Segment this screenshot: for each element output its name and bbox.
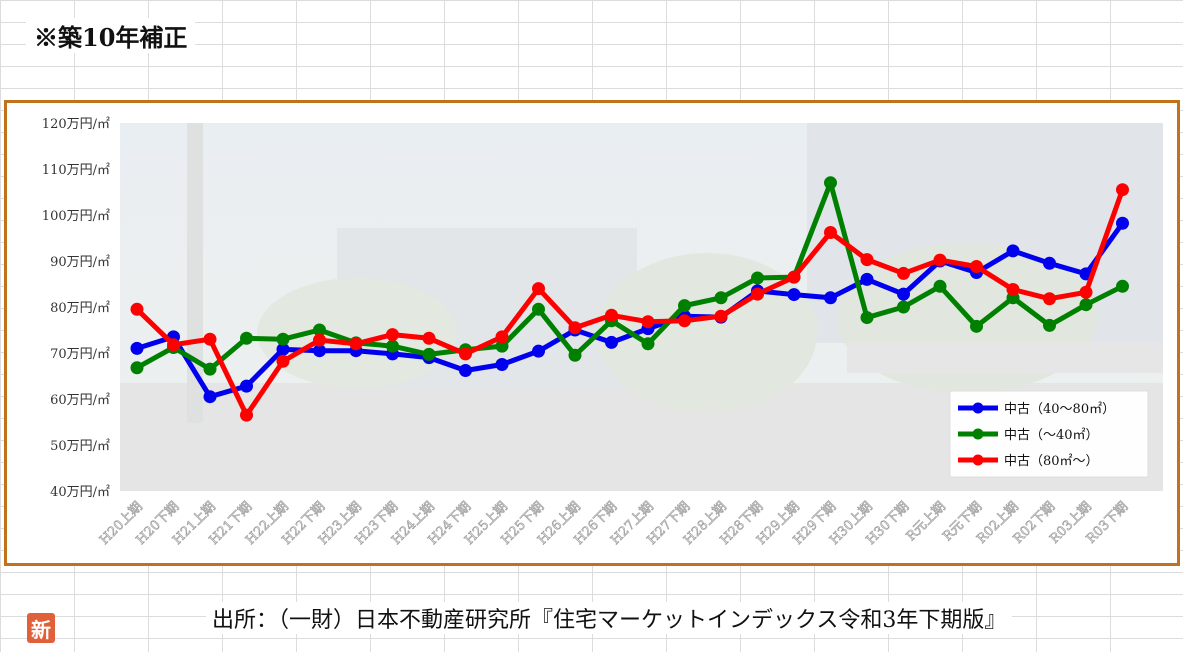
chart-frame: 40万円/㎡ 50万円/㎡ 60万円/㎡ 70万円/㎡ 80万円/㎡ 90万円/㎡ 100万… xyxy=(4,100,1180,643)
series-2 xyxy=(130,183,1129,422)
data-point xyxy=(933,253,947,267)
data-point xyxy=(459,347,472,361)
legend-label: 中古（～40㎡） xyxy=(1004,428,1099,443)
data-point xyxy=(714,309,728,323)
y-tick-label: 60万円/㎡ xyxy=(50,393,110,408)
legend-swatch-marker xyxy=(972,428,984,440)
data-point xyxy=(130,302,144,316)
note-title: ※築10年補正 xyxy=(26,18,196,53)
data-point xyxy=(897,287,910,301)
data-point xyxy=(276,354,290,368)
y-tick-label: 110万円/㎡ xyxy=(42,163,110,178)
y-tick-label: 90万円/㎡ xyxy=(50,255,110,270)
y-tick-label: 80万円/㎡ xyxy=(50,301,110,316)
y-tick-label: 40万円/㎡ xyxy=(50,485,110,500)
data-point xyxy=(532,282,545,296)
legend-label: 中古（80㎡～） xyxy=(1004,454,1099,469)
y-tick-label: 120万円/㎡ xyxy=(42,117,110,132)
data-point xyxy=(532,344,545,358)
data-point xyxy=(203,332,217,346)
data-point xyxy=(495,358,509,371)
data-point xyxy=(678,314,691,328)
data-point xyxy=(605,308,618,322)
data-point xyxy=(276,342,290,356)
data-point xyxy=(495,339,509,353)
data-point xyxy=(824,291,837,305)
data-point xyxy=(1079,285,1093,299)
data-point xyxy=(240,408,253,422)
data-point xyxy=(1079,298,1093,312)
data-point xyxy=(203,390,217,404)
data-point xyxy=(605,335,618,349)
data-point xyxy=(897,300,910,314)
data-point xyxy=(349,337,363,351)
data-point xyxy=(386,339,399,353)
y-tick-label: 100万円/㎡ xyxy=(42,209,110,224)
data-point xyxy=(897,266,910,280)
data-point xyxy=(130,341,144,355)
legend-swatch-marker xyxy=(972,454,984,466)
data-point xyxy=(824,225,837,239)
data-point xyxy=(386,328,399,342)
data-point xyxy=(824,176,837,190)
data-point xyxy=(641,337,655,351)
data-point xyxy=(1116,279,1129,293)
data-point xyxy=(970,260,983,274)
x-tick-label: R元上期 xyxy=(904,499,949,544)
data-point xyxy=(1043,318,1056,332)
data-point xyxy=(714,291,728,305)
data-point xyxy=(313,333,326,347)
data-point xyxy=(860,311,874,325)
data-point xyxy=(1043,292,1056,306)
data-point xyxy=(751,287,764,301)
data-point xyxy=(495,330,509,344)
data-point xyxy=(1006,244,1020,258)
data-point xyxy=(1116,183,1129,197)
company-logo-icon: 新 xyxy=(27,613,55,643)
data-point xyxy=(240,331,253,345)
data-point xyxy=(422,347,436,361)
data-point xyxy=(678,299,691,313)
data-point xyxy=(1043,256,1056,270)
y-tick-label: 70万円/㎡ xyxy=(50,347,110,362)
data-point xyxy=(167,338,180,352)
line-chart: 40万円/㎡ 50万円/㎡ 60万円/㎡ 70万円/㎡ 80万円/㎡ 90万円/㎡ 100万… xyxy=(42,117,1163,548)
data-point xyxy=(240,379,253,393)
data-point xyxy=(532,302,545,316)
legend-label: 中古（40～80㎡） xyxy=(1004,402,1115,417)
series-line xyxy=(135,188,1125,418)
data-point xyxy=(751,271,764,285)
data-point xyxy=(1006,283,1020,297)
series-line xyxy=(135,180,1124,372)
data-point xyxy=(787,270,801,284)
data-point xyxy=(313,323,326,337)
data-point xyxy=(860,272,874,286)
y-tick-label: 50万円/㎡ xyxy=(50,439,110,454)
data-point xyxy=(641,315,655,329)
data-point xyxy=(1116,216,1129,230)
source-caption: 出所：（一財）日本不動産研究所『住宅マーケットインデックス令和3年下期版』 xyxy=(206,602,1013,634)
data-point xyxy=(787,288,801,302)
data-point xyxy=(860,253,874,267)
data-point xyxy=(276,332,290,346)
legend-swatch-marker xyxy=(972,402,984,414)
data-point xyxy=(459,363,472,377)
data-point xyxy=(970,319,983,333)
data-point xyxy=(568,321,582,335)
data-point xyxy=(568,348,582,362)
data-point xyxy=(313,344,326,358)
data-point xyxy=(203,362,217,376)
data-point xyxy=(422,331,436,345)
data-point xyxy=(130,361,144,375)
data-point xyxy=(933,279,947,293)
